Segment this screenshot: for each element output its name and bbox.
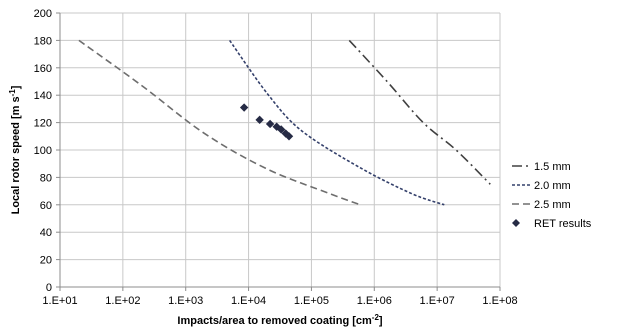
legend-label-2-0-mm: 2.0 mm (534, 180, 571, 192)
series-lines (78, 39, 491, 206)
ret-result-point (239, 103, 249, 112)
x-tick-label: 1.E+07 (420, 295, 455, 307)
x-tick-label: 1.E+03 (168, 295, 203, 307)
y-tick-label: 120 (34, 118, 52, 130)
y-tick-label: 160 (34, 63, 52, 75)
y-tick-label: 80 (40, 172, 52, 184)
axis-titles: Impacts/area to removed coating [cm-2] Lo… (8, 85, 383, 327)
x-tick-label: 1.E+08 (482, 295, 517, 307)
x-tick-label: 1.E+06 (357, 295, 392, 307)
ret-result-point (255, 115, 264, 125)
x-axis-title: Impacts/area to removed coating [cm-2] (177, 313, 383, 327)
y-tick-label: 20 (40, 255, 52, 267)
y-tick-label: 100 (34, 145, 52, 157)
series-markers (239, 103, 294, 141)
y-tick-label: 40 (40, 227, 52, 239)
y-tick-label: 180 (34, 35, 52, 47)
x-tick-label: 1.E+01 (42, 295, 77, 307)
series-line-2-0-mm (228, 39, 445, 206)
series-line-2-5-mm (78, 39, 361, 206)
legend-label-2-5-mm: 2.5 mm (534, 199, 571, 211)
x-tick-label: 1.E+02 (105, 295, 140, 307)
ret-result-point (276, 125, 286, 134)
y-tick-label: 60 (40, 200, 52, 212)
legend-label-1-5-mm: 1.5 mm (534, 161, 571, 173)
y-tick-label: 200 (34, 8, 52, 20)
series-line-1-5-mm (348, 39, 491, 185)
axes (56, 12, 501, 291)
ret-result-point (265, 119, 275, 129)
x-tick-label: 1.E+04 (231, 295, 266, 307)
ret-result-point (281, 129, 290, 138)
legend: 1.5 mm 2.0 mm 2.5 mm RET results (512, 161, 592, 230)
y-tick-labels: 0 20 40 60 80 100 120 140 160 180 200 (34, 8, 52, 294)
x-tick-label: 1.E+05 (294, 295, 329, 307)
ret-result-point (284, 132, 294, 141)
x-tick-labels: 1.E+01 1.E+02 1.E+03 1.E+04 1.E+05 1.E+06 1.E+… (42, 295, 517, 307)
y-tick-label: 0 (46, 282, 52, 294)
grid (60, 12, 501, 287)
y-tick-label: 140 (34, 90, 52, 102)
y-axis-title: Local rotor speed [m s-1] (8, 85, 22, 214)
legend-symbol-ret-results (512, 219, 520, 227)
legend-label-ret-results: RET results (534, 218, 592, 230)
